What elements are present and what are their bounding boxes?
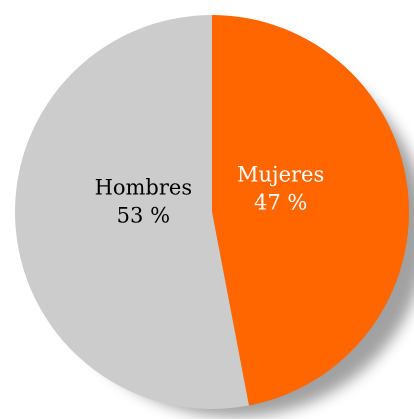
slice-name-mujeres: Mujeres xyxy=(237,163,324,187)
slice-label-mujeres: Mujeres 47 % xyxy=(237,163,324,215)
slice-value-hombres: 53 % xyxy=(117,203,170,227)
slice-label-hombres: Hombres 53 % xyxy=(95,175,193,227)
pie-labels: Mujeres 47 % Hombres 53 % xyxy=(95,163,325,228)
slice-name-hombres: Hombres xyxy=(95,175,193,199)
pie-slice-mujeres xyxy=(212,15,409,406)
pie-slices xyxy=(14,15,409,410)
pie-slice-hombres xyxy=(14,15,249,410)
slice-value-mujeres: 47 % xyxy=(254,191,307,215)
